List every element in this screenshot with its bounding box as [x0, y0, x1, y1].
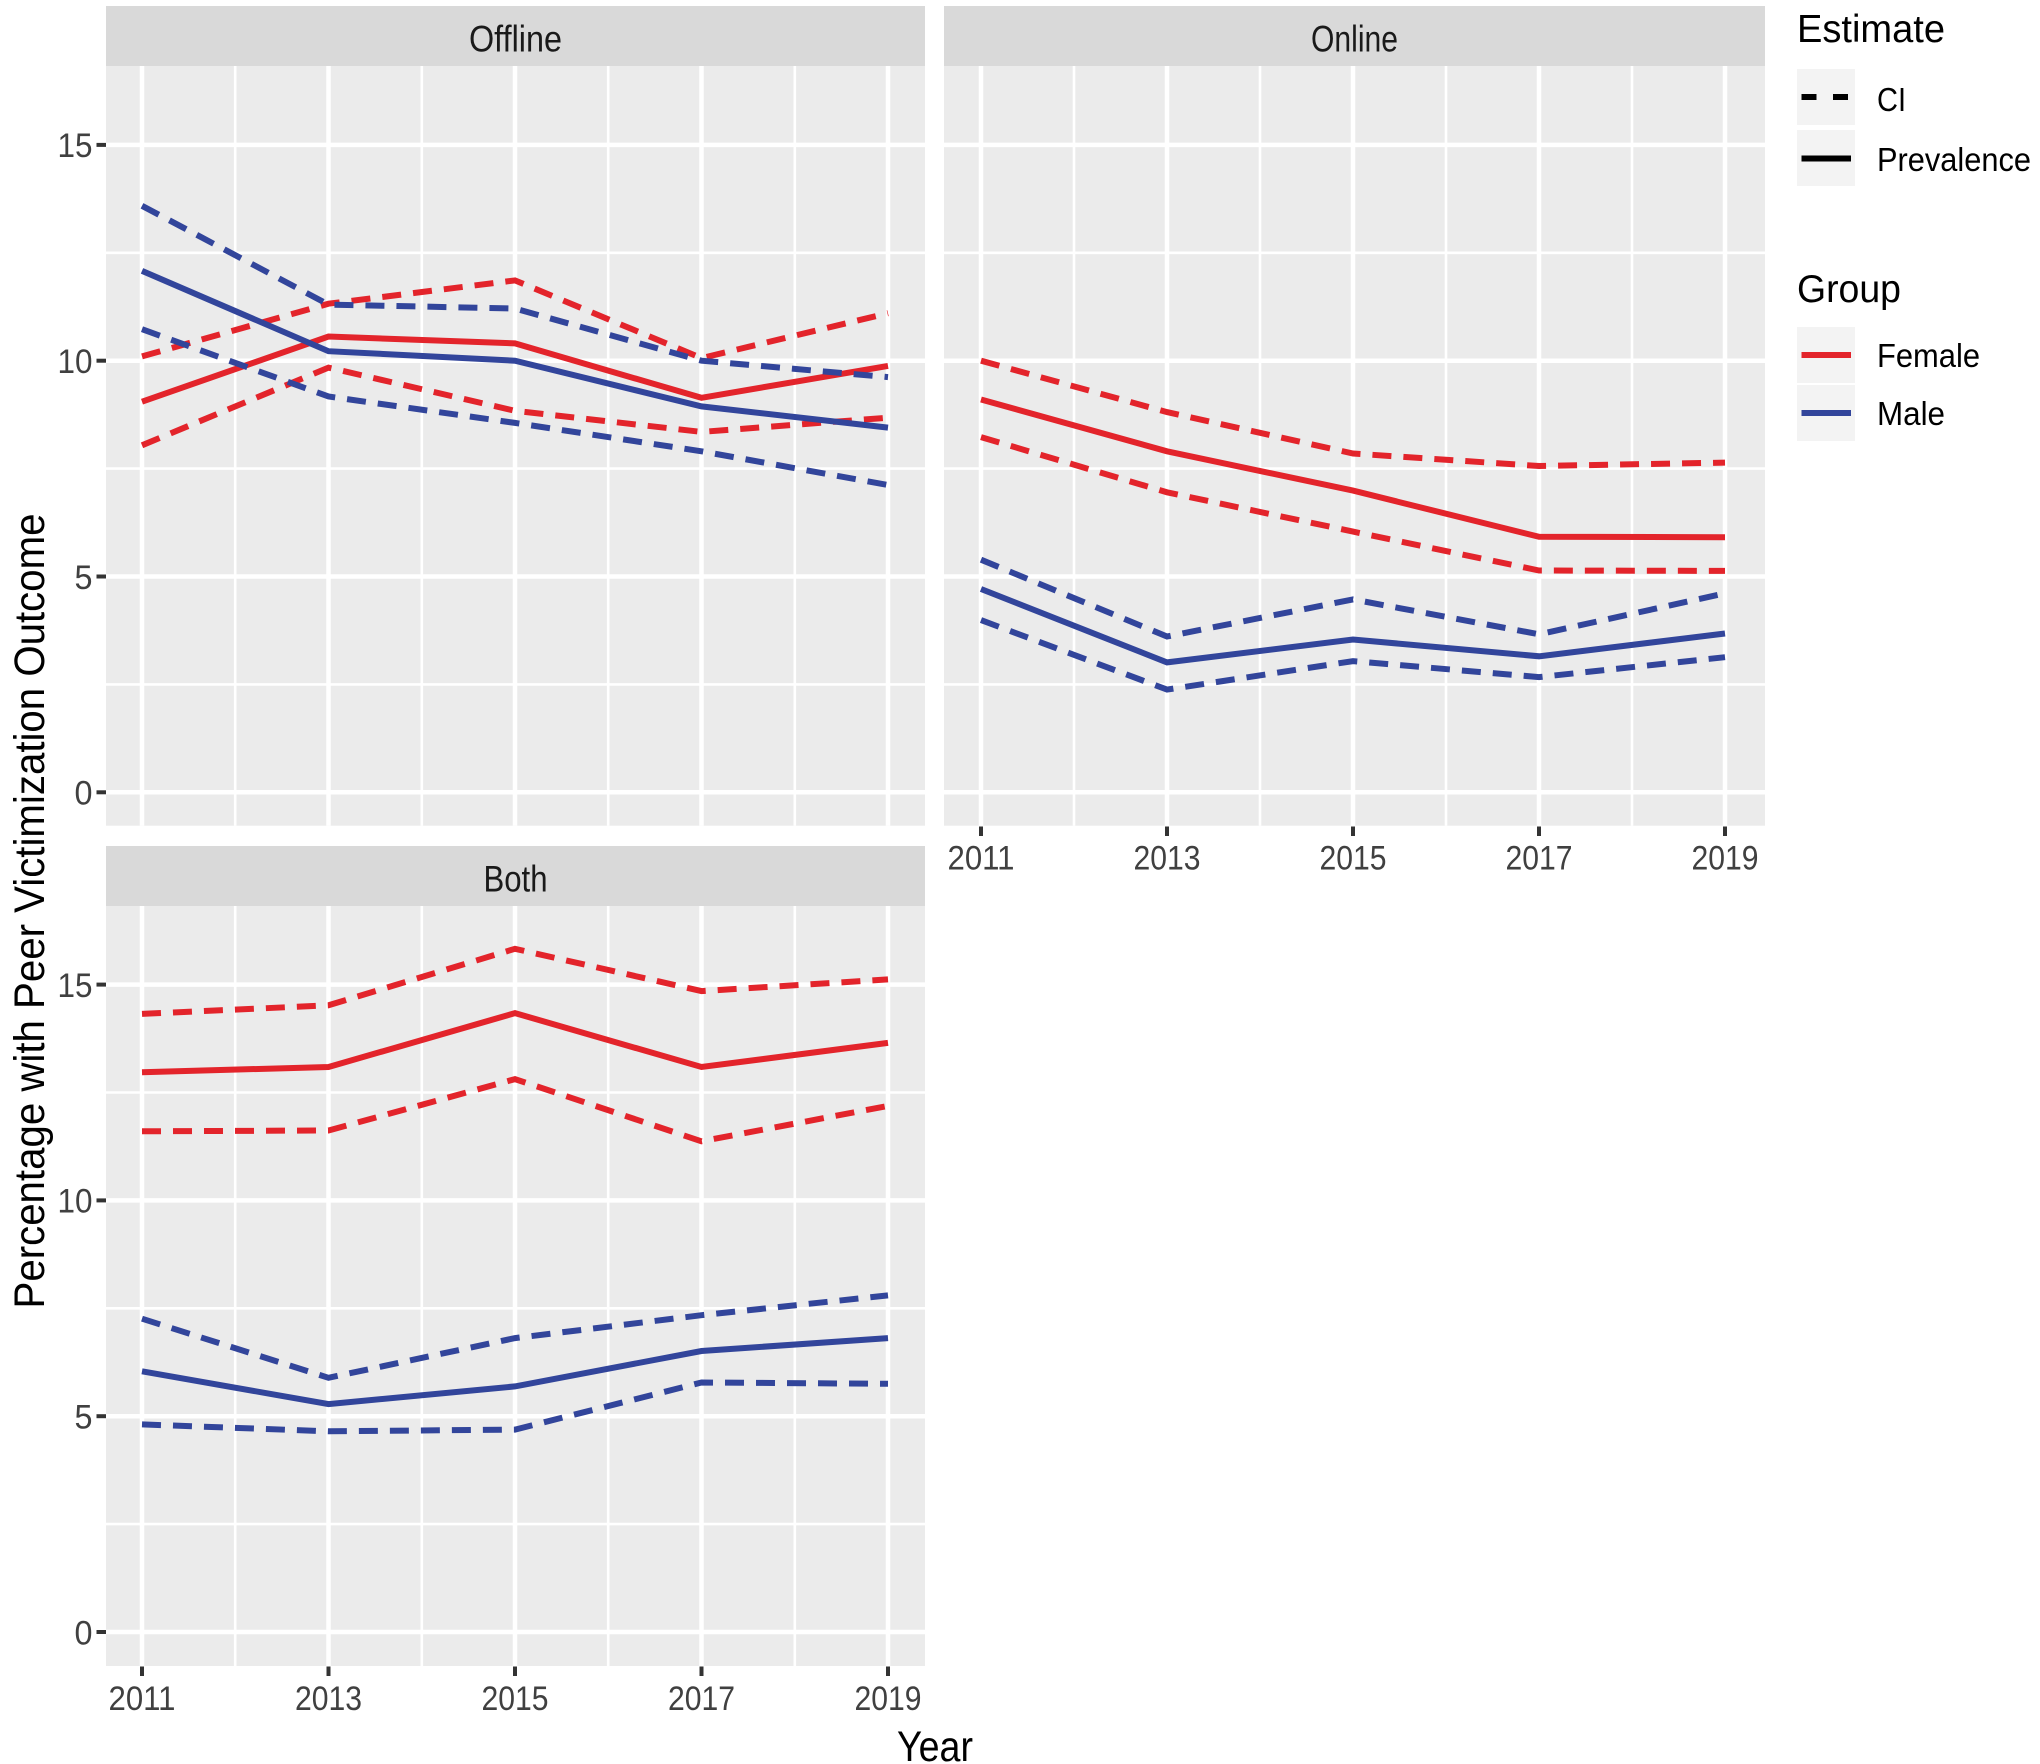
- svg-text:Year: Year: [897, 1723, 973, 1764]
- svg-text:2011: 2011: [109, 1680, 176, 1718]
- svg-text:Both: Both: [484, 859, 548, 900]
- svg-text:10: 10: [58, 343, 93, 381]
- svg-text:Online: Online: [1311, 19, 1398, 60]
- svg-text:15: 15: [58, 967, 93, 1005]
- svg-text:Female: Female: [1877, 337, 1980, 374]
- svg-text:2011: 2011: [948, 840, 1015, 878]
- svg-text:CI: CI: [1877, 81, 1906, 118]
- svg-text:2015: 2015: [482, 1680, 549, 1718]
- svg-text:Male: Male: [1877, 395, 1945, 432]
- svg-text:0: 0: [75, 775, 93, 813]
- svg-text:Group: Group: [1797, 268, 1901, 311]
- svg-text:2019: 2019: [855, 1680, 922, 1718]
- svg-text:Estimate: Estimate: [1797, 8, 1945, 51]
- svg-text:0: 0: [75, 1614, 93, 1652]
- svg-text:Prevalence: Prevalence: [1877, 141, 2031, 178]
- svg-text:2015: 2015: [1320, 840, 1387, 878]
- svg-text:Percentage with Peer Victimiza: Percentage with Peer Victimization Outco…: [6, 514, 54, 1309]
- svg-text:5: 5: [75, 1399, 93, 1437]
- svg-text:2013: 2013: [295, 1680, 362, 1718]
- svg-text:5: 5: [75, 559, 93, 597]
- svg-text:10: 10: [58, 1183, 93, 1221]
- svg-text:Offline: Offline: [469, 19, 562, 60]
- svg-text:2017: 2017: [668, 1680, 735, 1718]
- svg-text:15: 15: [58, 127, 93, 165]
- svg-text:2013: 2013: [1134, 840, 1201, 878]
- svg-text:2017: 2017: [1506, 840, 1573, 878]
- svg-text:2019: 2019: [1692, 840, 1759, 878]
